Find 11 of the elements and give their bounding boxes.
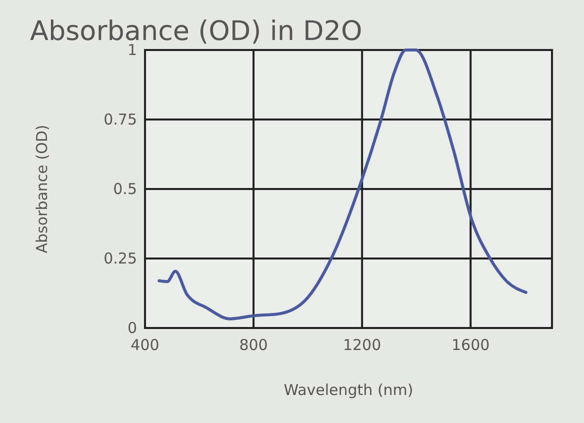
x-tick-label: 1200	[342, 336, 382, 354]
x-tick-label: 400	[130, 336, 160, 354]
x-tick-label: 1600	[452, 336, 490, 354]
x-axis-title: Wavelength (nm)	[284, 381, 414, 399]
y-tick-label: 0.75	[104, 110, 137, 128]
y-tick-label: 0	[127, 319, 137, 337]
x-tick-label: 800	[239, 336, 268, 354]
line-series	[158, 48, 528, 320]
y-tick-label: 0.25	[104, 250, 137, 268]
y-tick-label: 0.5	[113, 180, 137, 198]
y-axis-title: Absorbance (OD)	[33, 124, 51, 254]
